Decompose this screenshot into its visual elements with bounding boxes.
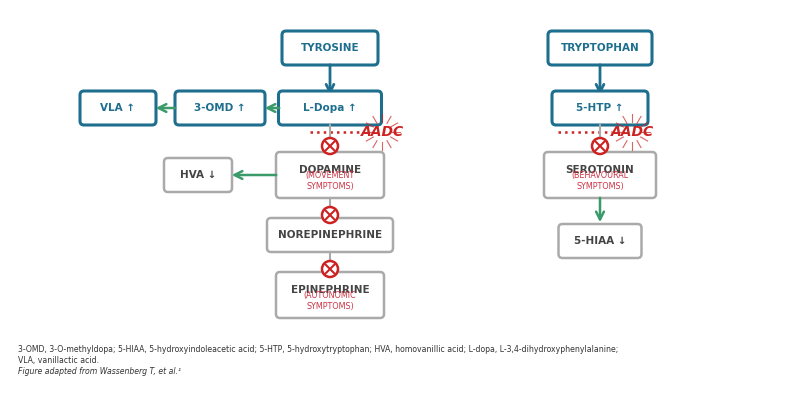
Text: EPINEPHRINE: EPINEPHRINE [290,285,370,295]
FancyBboxPatch shape [175,91,265,125]
FancyBboxPatch shape [548,31,652,65]
Circle shape [322,261,338,277]
FancyBboxPatch shape [282,31,378,65]
Text: TYROSINE: TYROSINE [301,43,359,53]
Text: VLA, vanillactic acid.: VLA, vanillactic acid. [18,356,99,365]
FancyBboxPatch shape [276,152,384,198]
Text: (MOVEMENT
SYMPTOMS): (MOVEMENT SYMPTOMS) [306,171,354,191]
Text: VLA ↑: VLA ↑ [101,103,135,113]
FancyBboxPatch shape [278,91,382,125]
Text: HVA ↓: HVA ↓ [180,170,216,180]
Text: Figure adapted from Wassenberg T, et al.¹: Figure adapted from Wassenberg T, et al.… [18,367,181,376]
Text: AADC: AADC [361,125,403,139]
FancyBboxPatch shape [276,272,384,318]
Text: DOPAMINE: DOPAMINE [299,165,361,175]
Text: AADC: AADC [610,125,654,139]
Text: (AUTONOMIC
SYMPTOMS): (AUTONOMIC SYMPTOMS) [304,291,356,311]
Text: TRYPTOPHAN: TRYPTOPHAN [561,43,639,53]
FancyBboxPatch shape [80,91,156,125]
FancyBboxPatch shape [164,158,232,192]
Circle shape [592,138,608,154]
FancyBboxPatch shape [552,91,648,125]
Text: L-Dopa ↑: L-Dopa ↑ [303,103,357,113]
Text: SEROTONIN: SEROTONIN [566,165,634,175]
FancyBboxPatch shape [267,218,393,252]
Text: 3-OMD, 3-O-methyldopa; 5-HIAA, 5-hydroxyindoleacetic acid; 5-HTP, 5-hydroxytrypt: 3-OMD, 3-O-methyldopa; 5-HIAA, 5-hydroxy… [18,345,618,354]
Circle shape [322,138,338,154]
FancyBboxPatch shape [558,224,642,258]
Text: NOREPINEPHRINE: NOREPINEPHRINE [278,230,382,240]
FancyBboxPatch shape [544,152,656,198]
Circle shape [322,207,338,223]
Text: (BEHAVOURAL
SYMPTOMS): (BEHAVOURAL SYMPTOMS) [571,171,629,191]
Text: 5-HTP ↑: 5-HTP ↑ [576,103,624,113]
Text: 3-OMD ↑: 3-OMD ↑ [194,103,246,113]
Text: 5-HIAA ↓: 5-HIAA ↓ [574,236,626,246]
